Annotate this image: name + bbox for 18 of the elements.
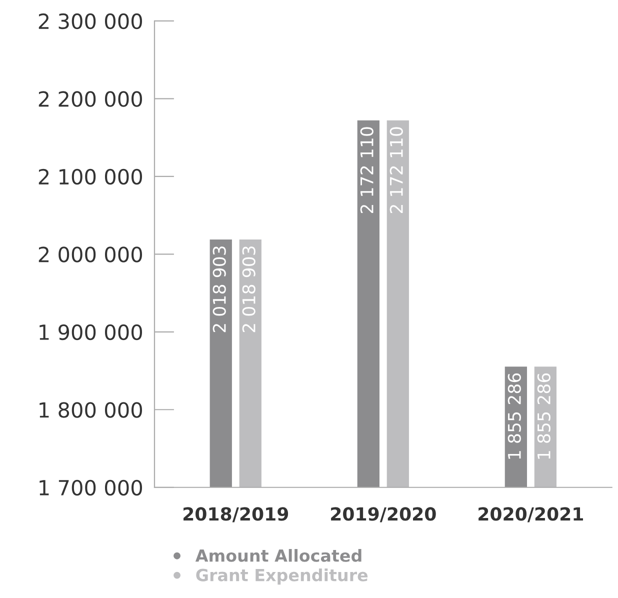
x-tick-label: 2018/2019 [184, 507, 288, 522]
y-tick-label: 2 300 000 [38, 13, 142, 30]
data-label: 1 855 286 [537, 373, 550, 459]
y-tick-label: 1 900 000 [40, 324, 142, 340]
data-label: 2 172 110 [360, 127, 374, 214]
data-label: 2 018 903 [242, 246, 256, 332]
data-label: 2 018 903 [212, 246, 226, 332]
x-tick-label: 2019/2020 [331, 507, 436, 522]
y-tick-label: 2 200 000 [38, 91, 142, 107]
data-label: 2 172 110 [390, 127, 403, 214]
y-tick-label: 1 800 000 [40, 402, 142, 418]
data-label: 1 855 286 [508, 373, 521, 459]
y-tick-label: 2 000 000 [38, 246, 142, 262]
legend-label: Amount Allocated [195, 549, 362, 562]
y-tick-label: 1 700 000 [40, 480, 142, 496]
x-tick-label: 2020/2021 [478, 507, 583, 522]
y-tick-label: 2 100 000 [38, 168, 142, 185]
legend-label: Grant Expenditure [196, 568, 368, 585]
